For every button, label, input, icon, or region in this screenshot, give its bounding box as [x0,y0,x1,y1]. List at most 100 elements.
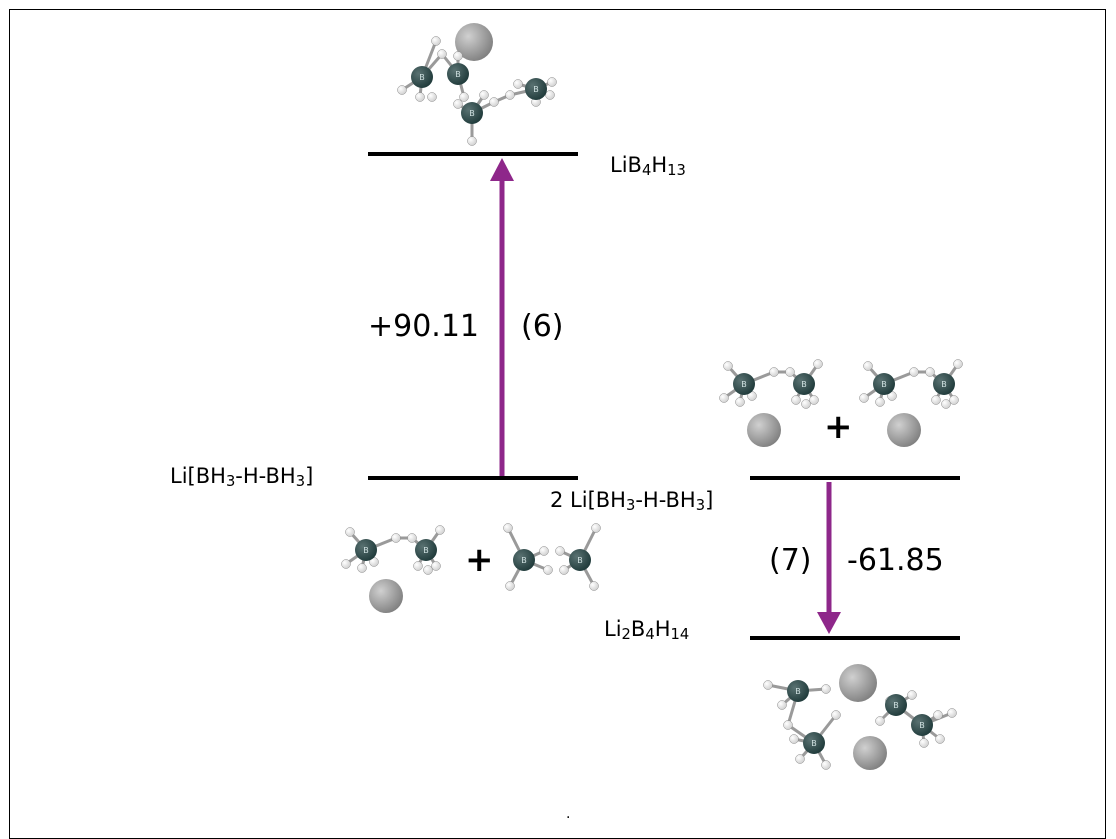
hydrogen-atom [875,716,885,726]
boron-atom-label: B [919,721,925,730]
number-reaction-7: (7) [769,543,812,578]
boron-atom [793,373,815,395]
hydrogen-atom [437,49,447,59]
boron-atom [411,66,433,88]
hydrogen-atom [953,359,963,369]
boron-atom [447,63,469,85]
molecule-model: B B B B [763,664,957,770]
hydrogen-atom [789,734,799,744]
hydrogen-atom [453,51,463,61]
hydrogen-atom [809,395,819,405]
hydrogen-atom [505,90,515,100]
energy-reaction-7: -61.85 [847,543,944,578]
hydrogen-atom [431,36,441,46]
number-reaction-6: (6) [521,309,564,344]
hydrogen-atom [813,359,823,369]
hydrogen-atom [459,92,469,102]
hydrogen-atom [821,684,831,694]
hydrogen-atom [791,395,801,405]
hydrogen-atom [453,99,463,109]
label-middle-left-level: Li[BH3-H-BH3] [170,464,314,490]
lithium-atom [369,579,403,613]
boron-atom-label: B [741,380,747,389]
hydrogen-atom [907,690,917,700]
hydrogen-atom [769,367,779,377]
boron-atom [933,373,955,395]
hydrogen-atom [763,680,773,690]
boron-atom-label: B [455,70,461,79]
hydrogen-atom [539,546,549,556]
hydrogen-atom [415,92,425,102]
hydrogen-atom [777,700,787,710]
hydrogen-atom [431,561,441,571]
hydrogen-atom [925,367,935,377]
hydrogen-atom [863,361,873,371]
hydrogen-atom [423,565,433,575]
plus-sign-right: + [824,407,853,447]
footer-mark: . [566,806,571,822]
molecule-lib4h13: B B B B [392,23,572,178]
hydrogen-atom [555,546,565,556]
hydrogen-atom [435,525,445,535]
hydrogen-atom [919,738,929,748]
lithium-atom [853,736,887,770]
boron-atom-label: B [795,687,801,696]
level-middle-left-line [368,476,578,480]
arrowhead-reaction-6 [490,158,514,181]
molecule-model: B B B B [397,23,557,146]
hydrogen-atom [559,565,569,575]
hydrogen-atom [933,710,943,720]
boron-atom-label: B [801,380,807,389]
hydrogen-atom [345,527,355,537]
hydrogen-atom [503,523,513,533]
hydrogen-atom [909,367,919,377]
hydrogen-atom [785,367,795,377]
hydrogen-atom [719,393,729,403]
label-bottom-level: Li2B4H14 [604,617,690,643]
boron-atom-label: B [533,85,539,94]
hydrogen-atom [941,399,951,409]
boron-atom-label: B [811,739,817,748]
lithium-atom [747,413,781,447]
hydrogen-atom [875,397,885,407]
boron-atom [733,373,755,395]
level-bottom-line [750,636,960,640]
hydrogen-atom [831,710,841,720]
hydrogen-atom [947,708,957,718]
lithium-atom [839,664,877,702]
boron-atom [803,732,825,754]
boron-atom-label: B [419,73,425,82]
boron-atom [513,549,535,571]
hydrogen-atom [479,90,489,100]
hydrogen-atom [935,734,945,744]
hydrogen-atom [427,92,437,102]
lithium-atom [455,23,493,61]
boron-atom [873,373,895,395]
hydrogen-atom [821,760,831,770]
hydrogen-atom [505,581,515,591]
boron-atom [525,78,547,100]
boron-atom-label: B [469,109,475,118]
hydrogen-atom [859,393,869,403]
boron-atom [355,539,377,561]
lithium-atom [887,413,921,447]
boron-atom-label: B [363,546,369,555]
hydrogen-atom [357,563,367,573]
hydrogen-atom [735,397,745,407]
hydrogen-atom [783,720,793,730]
boron-atom [885,694,907,716]
hydrogen-atom [467,136,477,146]
boron-atom [787,680,809,702]
hydrogen-atom [413,561,423,571]
level-top-line [368,152,578,156]
boron-atom-label: B [881,380,887,389]
